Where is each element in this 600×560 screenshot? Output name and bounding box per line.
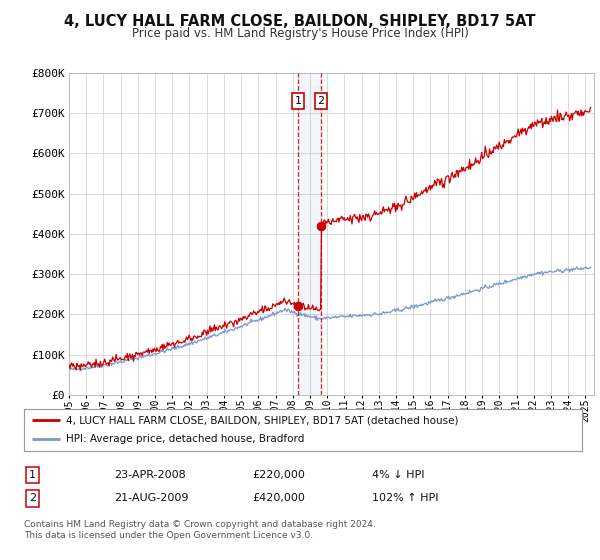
Text: 23-APR-2008: 23-APR-2008: [114, 470, 186, 480]
Text: £420,000: £420,000: [252, 493, 305, 503]
Text: 2: 2: [317, 96, 325, 106]
Text: Contains HM Land Registry data © Crown copyright and database right 2024.: Contains HM Land Registry data © Crown c…: [24, 520, 376, 529]
Point: [316, 221, 326, 230]
Text: Price paid vs. HM Land Registry's House Price Index (HPI): Price paid vs. HM Land Registry's House …: [131, 27, 469, 40]
Text: 102% ↑ HPI: 102% ↑ HPI: [372, 493, 439, 503]
Text: 4, LUCY HALL FARM CLOSE, BAILDON, SHIPLEY, BD17 5AT (detached house): 4, LUCY HALL FARM CLOSE, BAILDON, SHIPLE…: [66, 415, 458, 425]
Text: 1: 1: [29, 470, 36, 480]
Text: 4, LUCY HALL FARM CLOSE, BAILDON, SHIPLEY, BD17 5AT: 4, LUCY HALL FARM CLOSE, BAILDON, SHIPLE…: [64, 14, 536, 29]
Point: [293, 302, 303, 311]
Text: 2: 2: [29, 493, 36, 503]
Text: 21-AUG-2009: 21-AUG-2009: [114, 493, 188, 503]
Text: £220,000: £220,000: [252, 470, 305, 480]
Text: HPI: Average price, detached house, Bradford: HPI: Average price, detached house, Brad…: [66, 435, 304, 445]
Text: This data is licensed under the Open Government Licence v3.0.: This data is licensed under the Open Gov…: [24, 531, 313, 540]
Text: 4% ↓ HPI: 4% ↓ HPI: [372, 470, 425, 480]
Text: 1: 1: [295, 96, 302, 106]
Bar: [298, 73, 321, 395]
